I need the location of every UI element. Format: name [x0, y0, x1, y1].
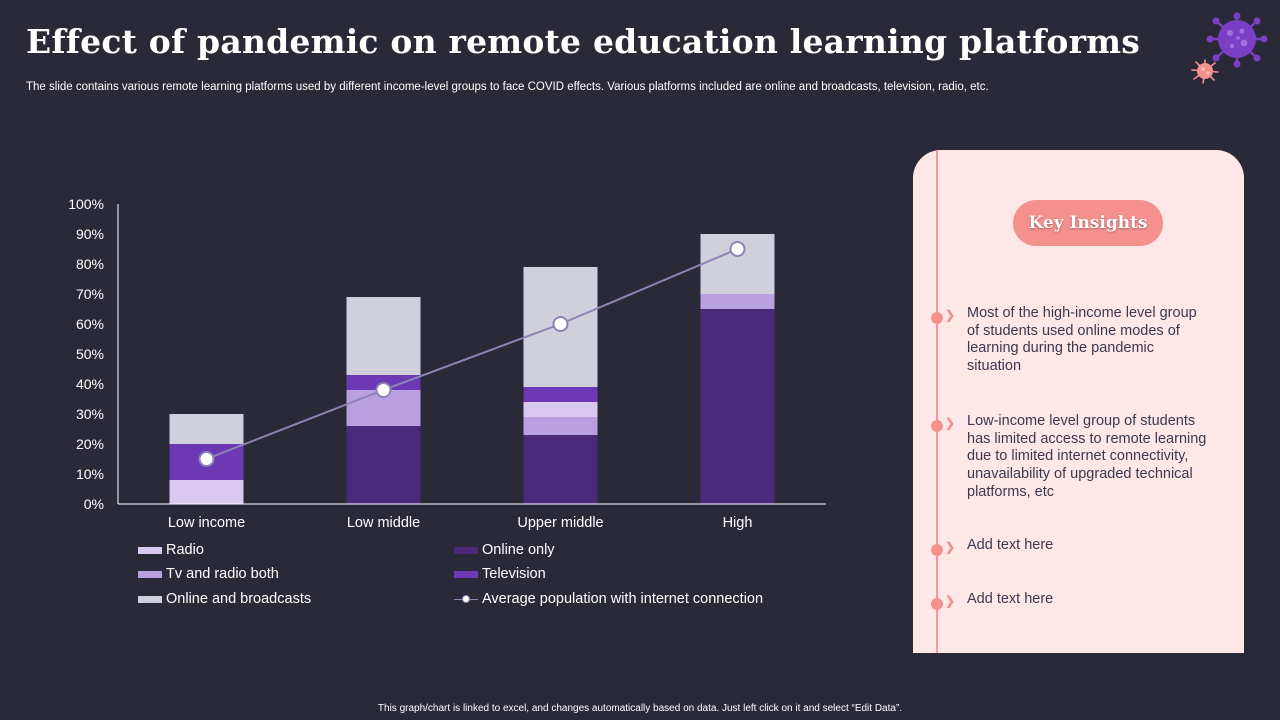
line-layer [198, 241, 746, 467]
bar-segment [700, 294, 775, 309]
bar-segment [700, 309, 775, 504]
legend-item-online-broadcasts: Online and broadcasts [138, 589, 311, 609]
legend-swatch [138, 546, 162, 554]
legend-swatch [138, 570, 162, 578]
bullet-dot-icon [931, 420, 943, 432]
y-tick-label: 90% [76, 226, 104, 242]
y-tick-label: 70% [76, 286, 104, 302]
y-tick-label: 60% [76, 316, 104, 332]
legend-label: Television [482, 566, 546, 582]
internet-connection-line [206, 248, 738, 460]
legend-label: Online and broadcasts [166, 591, 312, 607]
legend-item-tv-radio-both: Tv and radio both [138, 564, 279, 584]
chevron-right-icon: ❯ [945, 594, 956, 608]
y-tick-label: 50% [76, 346, 104, 362]
key-insights-badge: Key Insights [1013, 200, 1163, 246]
y-tick-label: 80% [76, 256, 104, 272]
axes-layer: 0% 10% 20% 30% 40% 50% 60% 70% 80% 90% 100% Low inc… [68, 196, 826, 531]
bullet-dot-icon [931, 312, 943, 324]
bars-layer [169, 234, 775, 504]
legend-item-television: Television [454, 564, 546, 584]
key-insights-panel: Key Insights ❯ Most of the high-income l… [913, 150, 1244, 653]
x-category-label: Low income [168, 515, 245, 531]
timeline-line [936, 150, 938, 653]
bar-segment [523, 387, 598, 402]
insight-text: Low-income level group of students has l… [967, 413, 1207, 500]
legend-label: Tv and radio both [166, 566, 279, 582]
bullet-dot-icon [931, 598, 943, 610]
bar-segment [169, 414, 244, 444]
bar-segment [523, 435, 598, 504]
bar-segment [523, 417, 598, 435]
insight-text: Add text here [967, 537, 1054, 553]
legend-item-internet-line: Average population with internet connect… [454, 589, 763, 609]
bar-segment [346, 426, 421, 504]
y-tick-label: 30% [76, 406, 104, 422]
footnote: This graph/chart is linked to excel, and… [377, 703, 903, 714]
x-category-label: High [723, 515, 753, 531]
page-title: Effect of pandemic on remote education l… [26, 22, 1141, 61]
virus-icon [1206, 12, 1268, 68]
bar-segment [169, 480, 244, 504]
legend-item-radio: Radio [138, 540, 204, 560]
insight-text: Most of the high-income level group of s… [967, 305, 1197, 375]
chevron-right-icon: ❯ [945, 540, 956, 554]
line-point [375, 382, 392, 398]
legend-swatch [454, 546, 478, 554]
x-category-label: Low middle [347, 515, 420, 531]
page-subtitle: The slide contains various remote learni… [26, 81, 989, 93]
x-category-label: Upper middle [517, 515, 603, 531]
legend-item-online-only: Online only [454, 540, 555, 560]
chevron-right-icon: ❯ [945, 308, 956, 322]
legend-swatch [454, 570, 478, 578]
y-tick-label: 100% [68, 196, 104, 212]
bar-segment [346, 297, 421, 375]
bullet-dot-icon [931, 544, 943, 556]
insight-text: Add text here [967, 591, 1054, 607]
line-point [552, 316, 569, 332]
stacked-bar-chart: 0% 10% 20% 30% 40% 50% 60% 70% 80% 90% 100% Low inc… [68, 196, 826, 531]
legend-label: Online only [482, 542, 555, 558]
y-tick-label: 20% [76, 436, 104, 452]
virus-small-icon [1191, 59, 1219, 84]
bar-segment [523, 402, 598, 417]
y-tick-label: 40% [76, 376, 104, 392]
legend-swatch [138, 595, 162, 603]
chart-legend: Radio Online only Tv and radio both Tele… [138, 540, 838, 620]
legend-line-marker [454, 594, 478, 604]
legend-label: Average population with internet connect… [482, 591, 764, 607]
legend-label: Radio [166, 542, 204, 558]
chevron-right-icon: ❯ [945, 416, 956, 430]
y-tick-label: 0% [84, 496, 104, 512]
line-point [729, 241, 746, 257]
y-tick-label: 10% [76, 466, 104, 482]
line-point [198, 451, 215, 467]
